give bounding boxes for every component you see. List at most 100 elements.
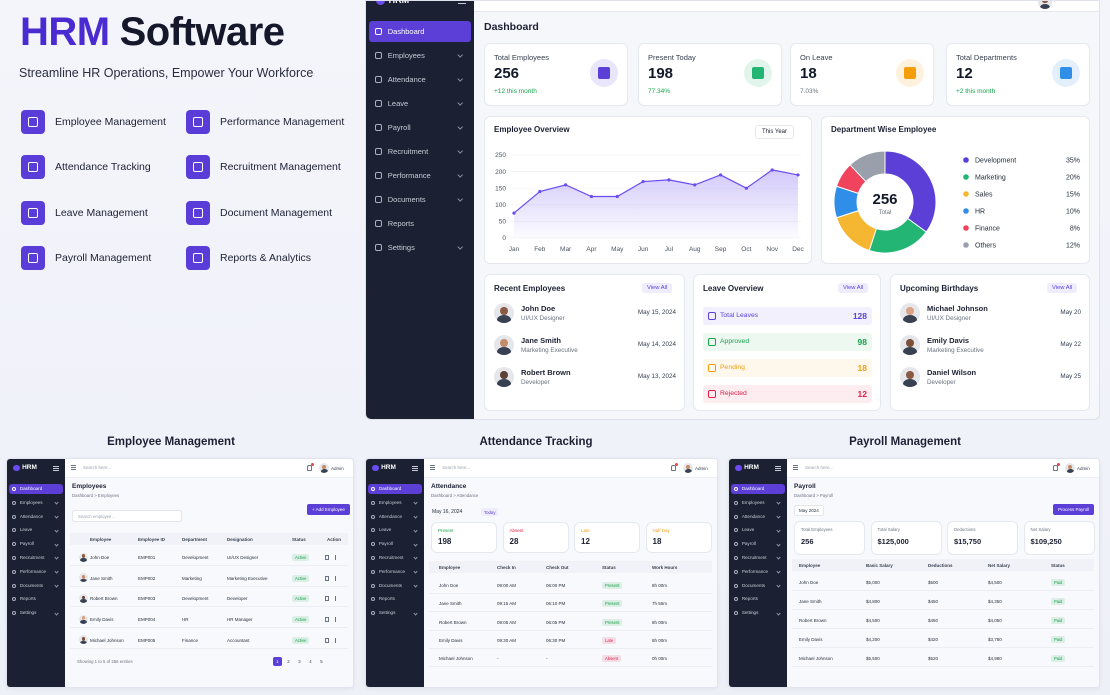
menu-toggle bbox=[775, 467, 782, 469]
sidebar-icon bbox=[371, 486, 376, 492]
table-cell: HR bbox=[182, 617, 189, 623]
leave-value: 18 bbox=[857, 362, 867, 373]
sidebar-item[interactable]: Settings bbox=[741, 610, 759, 616]
stat-card: Present Today 198 77.34% bbox=[638, 43, 782, 106]
status-pill: Present bbox=[602, 600, 623, 608]
sidebar-item[interactable]: Attendance bbox=[387, 75, 426, 84]
sidebar-item[interactable]: Performance bbox=[19, 568, 47, 574]
search[interactable]: Search here... bbox=[805, 465, 834, 470]
today-chip[interactable]: Today bbox=[481, 508, 499, 516]
icon bbox=[1057, 463, 1060, 466]
chevron bbox=[54, 500, 60, 505]
legend-swatch bbox=[963, 157, 969, 163]
sidebar-item[interactable]: Employees bbox=[387, 51, 425, 60]
search-input[interactable]: Search employee... bbox=[72, 510, 182, 522]
legend-value: 35% bbox=[1066, 157, 1080, 164]
sidebar-item[interactable]: Recruitment bbox=[19, 555, 45, 560]
sidebar-item[interactable]: Performance bbox=[741, 568, 769, 574]
page-button[interactable]: 4 bbox=[309, 659, 312, 664]
breadcrumb: Dashboard > Employees bbox=[72, 493, 120, 498]
sidebar-item[interactable]: Payroll bbox=[741, 541, 756, 547]
user-name: Admin bbox=[331, 465, 344, 471]
avatar-body bbox=[80, 599, 87, 603]
sidebar-item[interactable]: Attendance bbox=[19, 513, 44, 519]
sidebar-item[interactable]: Dashboard bbox=[378, 486, 402, 491]
sidebar-item[interactable]: Performance bbox=[378, 568, 406, 574]
icon bbox=[372, 464, 379, 472]
action-icon bbox=[335, 637, 337, 643]
sidebar-item[interactable]: Documents bbox=[387, 195, 426, 204]
icon bbox=[186, 246, 210, 270]
view-all[interactable]: View All bbox=[838, 283, 869, 293]
avatar-body bbox=[497, 379, 511, 387]
screen-title: Employees bbox=[72, 483, 107, 490]
date-select[interactable]: May 16, 2024 bbox=[432, 509, 463, 515]
chevron bbox=[776, 555, 782, 561]
sidebar-item[interactable]: Reports bbox=[387, 219, 415, 228]
sidebar-item[interactable]: Settings bbox=[19, 610, 37, 616]
upcoming-birthdays: Upcoming Birthdays View All Michael Johnso… bbox=[890, 274, 1090, 411]
sidebar-item[interactable]: Attendance bbox=[741, 513, 766, 519]
search[interactable]: Search here... bbox=[83, 465, 112, 470]
x-tick-label: Apr bbox=[586, 246, 597, 253]
period-select[interactable]: This Year bbox=[755, 125, 795, 139]
sidebar-item[interactable]: Reports bbox=[19, 596, 36, 602]
sidebar-item[interactable]: Employees bbox=[741, 499, 765, 505]
person-date: May 14, 2024 bbox=[637, 341, 676, 348]
column-header: Designation bbox=[227, 537, 253, 542]
page-button[interactable]: 2 bbox=[287, 659, 290, 664]
view-all[interactable]: View All bbox=[642, 283, 673, 293]
sidebar-item[interactable]: Payroll bbox=[387, 123, 411, 132]
sidebar-item[interactable]: Employees bbox=[19, 499, 43, 505]
topbar bbox=[65, 459, 353, 478]
primary-button[interactable]: Process Payroll bbox=[1053, 504, 1095, 515]
table-cell: $4,200 bbox=[866, 637, 880, 642]
sidebar-item[interactable]: Leave bbox=[387, 99, 409, 108]
sidebar-item[interactable]: Payroll bbox=[19, 541, 34, 547]
sidebar-item[interactable]: Reports bbox=[741, 596, 758, 602]
sidebar-item[interactable]: Payroll bbox=[378, 541, 393, 547]
point bbox=[512, 211, 516, 215]
sidebar-item[interactable]: Recruitment bbox=[741, 555, 767, 560]
status-pill: Active bbox=[292, 554, 310, 561]
month-select[interactable]: May 2024 bbox=[794, 505, 824, 516]
table-cell: 0h 00m bbox=[652, 656, 668, 662]
icon bbox=[904, 67, 916, 79]
x-tick-label: Sep bbox=[715, 246, 727, 253]
sidebar-item[interactable]: Recruitment bbox=[378, 555, 404, 560]
sidebar-item[interactable]: Performance bbox=[387, 171, 431, 180]
chevron bbox=[413, 541, 419, 547]
page-button[interactable]: 1 bbox=[273, 657, 282, 666]
sidebar-icon bbox=[12, 514, 17, 519]
column-header: Status bbox=[602, 565, 616, 570]
avatar-face bbox=[1068, 464, 1072, 469]
sidebar-item[interactable]: Recruitment bbox=[387, 147, 429, 156]
sidebar-item[interactable]: Settings bbox=[387, 243, 415, 252]
sidebar-item[interactable]: Attendance bbox=[378, 513, 403, 519]
chevron bbox=[54, 541, 60, 547]
sidebar-item[interactable]: Employees bbox=[378, 499, 402, 505]
sidebar-item[interactable]: Documents bbox=[19, 582, 44, 588]
icon bbox=[79, 552, 88, 562]
view-all[interactable]: View All bbox=[1047, 283, 1078, 293]
chevron bbox=[776, 569, 782, 574]
avatar-body bbox=[684, 469, 692, 473]
search[interactable]: Search here... bbox=[442, 465, 471, 470]
card-title: Recent Employees bbox=[494, 284, 566, 293]
sidebar-item[interactable]: Reports bbox=[378, 596, 395, 602]
sidebar-item[interactable]: Leave bbox=[19, 527, 33, 533]
sidebar-item[interactable]: Leave bbox=[378, 527, 392, 533]
page-title: Dashboard bbox=[484, 21, 539, 33]
sidebar-item[interactable]: Dashboard bbox=[387, 27, 425, 36]
point bbox=[770, 168, 774, 172]
sidebar-item[interactable]: Documents bbox=[378, 582, 403, 588]
page-button[interactable]: 5 bbox=[320, 659, 323, 664]
sidebar-item[interactable]: Documents bbox=[741, 582, 766, 588]
sidebar-item[interactable]: Dashboard bbox=[19, 486, 43, 491]
page-button[interactable]: 3 bbox=[298, 659, 301, 664]
table-cell: EMP001 bbox=[138, 555, 156, 560]
sidebar-item[interactable]: Dashboard bbox=[741, 486, 765, 491]
sidebar-item[interactable]: Settings bbox=[378, 610, 396, 616]
sidebar-item[interactable]: Leave bbox=[741, 527, 755, 533]
primary-button[interactable]: + Add Employee bbox=[307, 504, 350, 515]
